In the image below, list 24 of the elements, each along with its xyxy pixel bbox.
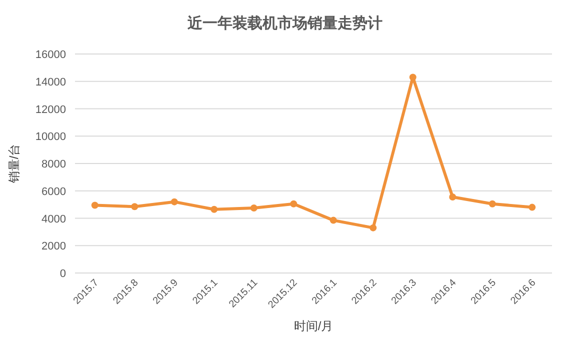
point (290, 200, 298, 208)
y-tick-label: 2000 (42, 240, 66, 253)
y-tick-label: 16000 (35, 49, 66, 61)
y-tick-label: 8000 (42, 158, 66, 170)
point (370, 224, 377, 232)
point (488, 200, 496, 208)
point (409, 74, 416, 81)
point (449, 194, 456, 201)
y-tick-label: 6000 (42, 186, 66, 198)
y-tick-label: 4000 (42, 213, 66, 226)
y-tick-label: 12000 (35, 104, 66, 116)
y-axis-title: 销量/台 (7, 144, 21, 184)
y-tick-label: 14000 (35, 76, 66, 88)
point (131, 203, 138, 210)
y-tick-label: 10000 (35, 131, 66, 144)
point (330, 216, 337, 224)
chart-title: 近一年装载机市场销量走势计 (186, 14, 382, 32)
x-axis-title: 时间/月 (294, 319, 334, 333)
point (91, 202, 98, 209)
point (170, 198, 178, 206)
y-tick-label: 0 (60, 268, 66, 280)
point (250, 204, 258, 212)
point (210, 206, 218, 213)
point (528, 204, 536, 211)
